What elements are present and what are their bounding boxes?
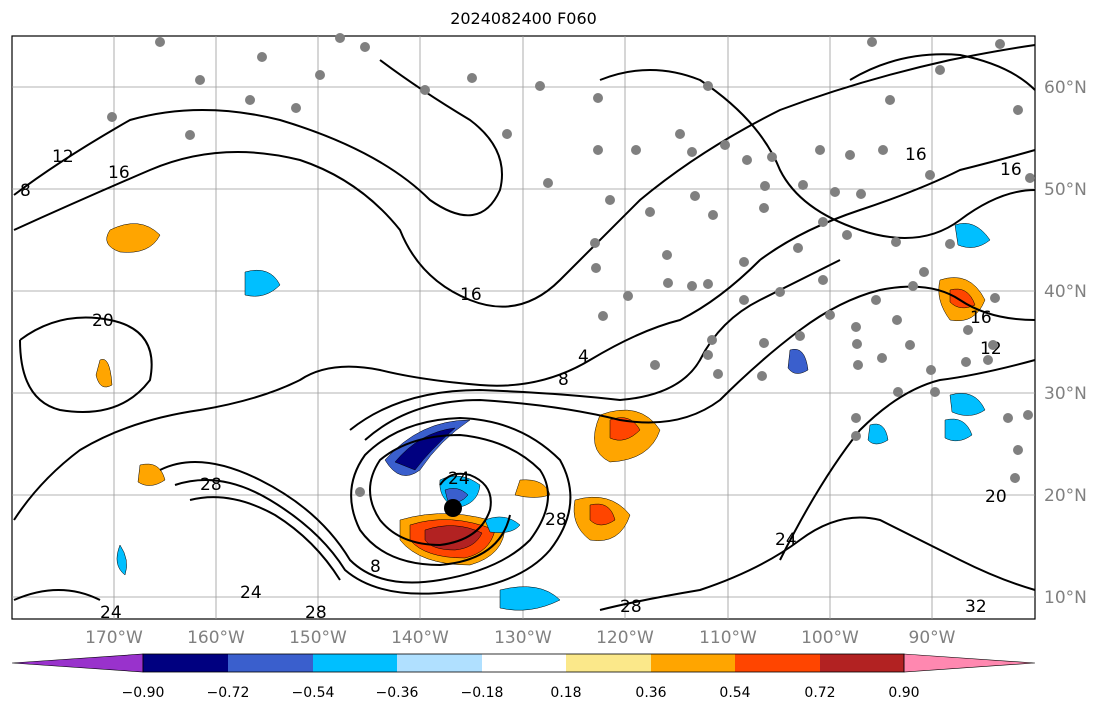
storm-center-marker bbox=[444, 499, 462, 517]
colorbar-tick-label: −0.36 bbox=[376, 685, 419, 701]
height-contours bbox=[13, 44, 1036, 611]
contour-label: 8 bbox=[20, 181, 31, 201]
colorbar-bin bbox=[228, 654, 313, 672]
contour-label: 20 bbox=[985, 487, 1007, 507]
colorbar-tick-label: 0.54 bbox=[719, 685, 750, 701]
lat-tick-label: 50°N bbox=[1044, 180, 1087, 200]
contour-label-group: 12 16 8 20 28 24 24 28 16 8 4 24 8 28 28… bbox=[20, 145, 1022, 623]
colorbar-tick-label: −0.18 bbox=[461, 685, 504, 701]
longitude-axis: 170°W 160°W 150°W 140°W 130°W 120°W 110°… bbox=[85, 628, 956, 648]
lon-tick-label: 160°W bbox=[187, 628, 245, 648]
colorbar-tick-label: 0.90 bbox=[888, 685, 919, 701]
contour-label: 16 bbox=[460, 285, 482, 305]
colorbar-extend-high bbox=[903, 653, 1036, 673]
colorbar-bin bbox=[143, 654, 228, 672]
contour-label: 16 bbox=[905, 145, 927, 165]
lat-tick-label: 20°N bbox=[1044, 486, 1087, 506]
contour-label: 28 bbox=[200, 475, 222, 495]
lon-tick-label: 110°W bbox=[699, 628, 757, 648]
colorbar-extend-low bbox=[11, 653, 144, 673]
contour-label: 4 bbox=[578, 347, 589, 367]
lon-tick-label: 100°W bbox=[801, 628, 859, 648]
contour-label: 20 bbox=[92, 311, 114, 331]
storm-label: 24 bbox=[448, 469, 470, 489]
contour-label: 28 bbox=[305, 603, 327, 623]
colorbar-tick-label: 0.36 bbox=[635, 685, 666, 701]
lon-tick-label: 130°W bbox=[494, 628, 552, 648]
colorbar-tick-label: 0.72 bbox=[804, 685, 835, 701]
colorbar-bin bbox=[313, 654, 397, 672]
colorbar-bin bbox=[482, 654, 566, 672]
lon-tick-label: 170°W bbox=[85, 628, 143, 648]
contour-label: 24 bbox=[100, 603, 122, 623]
colorbar-tick-label: −0.72 bbox=[207, 685, 250, 701]
lon-tick-label: 150°W bbox=[289, 628, 347, 648]
colorbar-tick-label: −0.54 bbox=[292, 685, 335, 701]
lat-tick-label: 60°N bbox=[1044, 78, 1087, 98]
contour-label: 12 bbox=[52, 147, 74, 167]
contour-label: 16 bbox=[970, 308, 992, 328]
colorbar-tick-label: 0.18 bbox=[550, 685, 581, 701]
latitude-axis: 60°N 50°N 40°N 30°N 20°N 10°N bbox=[1044, 78, 1087, 608]
station-markers bbox=[107, 33, 1035, 497]
contour-label: 28 bbox=[620, 597, 642, 617]
contour-label: 32 bbox=[965, 597, 987, 617]
contour-label: 24 bbox=[240, 583, 262, 603]
lat-tick-label: 30°N bbox=[1044, 384, 1087, 404]
colorbar-bin bbox=[651, 654, 735, 672]
lat-tick-label: 40°N bbox=[1044, 282, 1087, 302]
map-title: 2024082400 F060 bbox=[450, 9, 597, 28]
lon-tick-label: 90°W bbox=[909, 628, 956, 648]
contour-label: 16 bbox=[108, 163, 130, 183]
colorbar-bin bbox=[820, 654, 904, 672]
map-frame bbox=[11, 35, 1036, 620]
colorbar: −0.90 −0.72 −0.54 −0.36 −0.18 0.18 0.36 … bbox=[11, 653, 1036, 701]
lon-tick-label: 140°W bbox=[391, 628, 449, 648]
colorbar-bin bbox=[566, 654, 651, 672]
contour-label: 8 bbox=[370, 557, 381, 577]
lat-tick-label: 10°N bbox=[1044, 588, 1087, 608]
contour-label: 28 bbox=[545, 510, 567, 530]
colorbar-tick-label: −0.90 bbox=[122, 685, 165, 701]
colorbar-bin bbox=[397, 654, 482, 672]
colorbar-bin bbox=[735, 654, 820, 672]
contour-label: 16 bbox=[1000, 160, 1022, 180]
contour-label: 24 bbox=[775, 530, 797, 550]
lon-tick-label: 120°W bbox=[596, 628, 654, 648]
shaded-field bbox=[95, 223, 991, 611]
contour-label: 8 bbox=[558, 370, 569, 390]
